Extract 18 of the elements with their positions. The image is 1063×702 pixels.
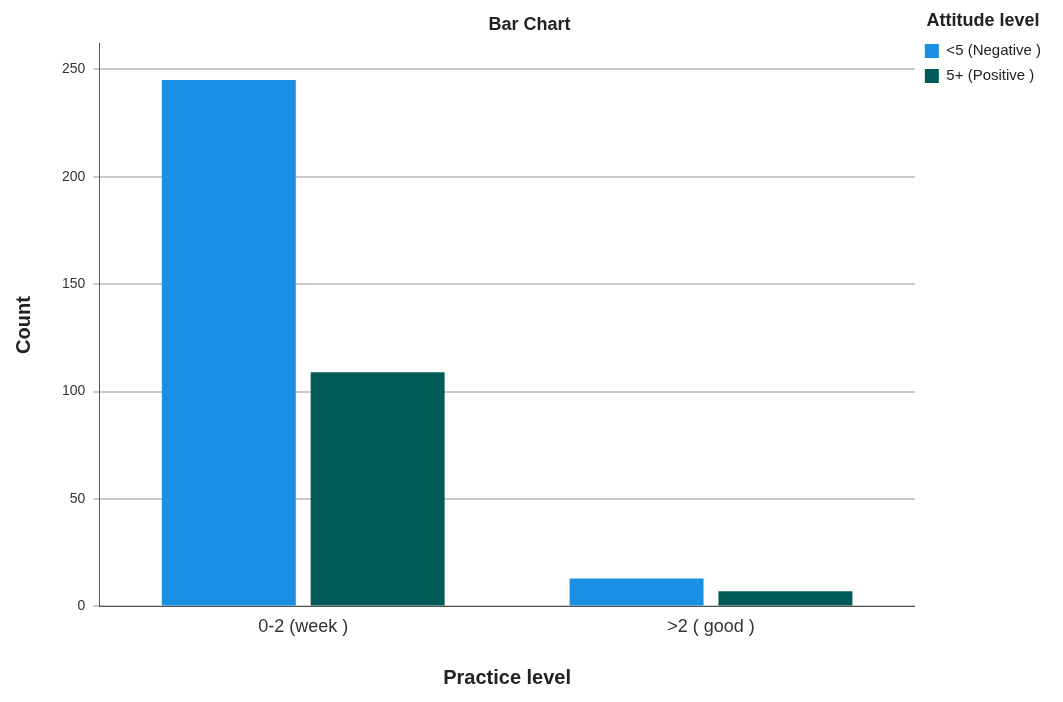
bar bbox=[161, 80, 296, 606]
y-tick-label: 150 bbox=[62, 275, 86, 292]
legend-label: <5 (Negative ) bbox=[946, 41, 1042, 59]
y-tick-label: 50 bbox=[69, 489, 86, 506]
y-tick-label: 100 bbox=[62, 382, 86, 399]
bar bbox=[569, 578, 704, 606]
legend-title: Attitude level bbox=[926, 9, 1040, 30]
x-axis-title: Practice level bbox=[443, 665, 572, 688]
y-tick-label: 200 bbox=[62, 167, 86, 184]
y-axis-title: Count bbox=[11, 295, 34, 354]
bar bbox=[718, 591, 853, 606]
y-tick-label: 250 bbox=[62, 60, 86, 77]
bar bbox=[310, 372, 445, 606]
x-tick-label: 0-2 (week ) bbox=[258, 616, 349, 637]
x-tick-label: >2 ( good ) bbox=[667, 616, 755, 637]
legend-label: 5+ (Positive ) bbox=[946, 66, 1035, 84]
chart-title: Bar Chart bbox=[488, 13, 571, 34]
y-tick-label: 0 bbox=[77, 597, 86, 614]
